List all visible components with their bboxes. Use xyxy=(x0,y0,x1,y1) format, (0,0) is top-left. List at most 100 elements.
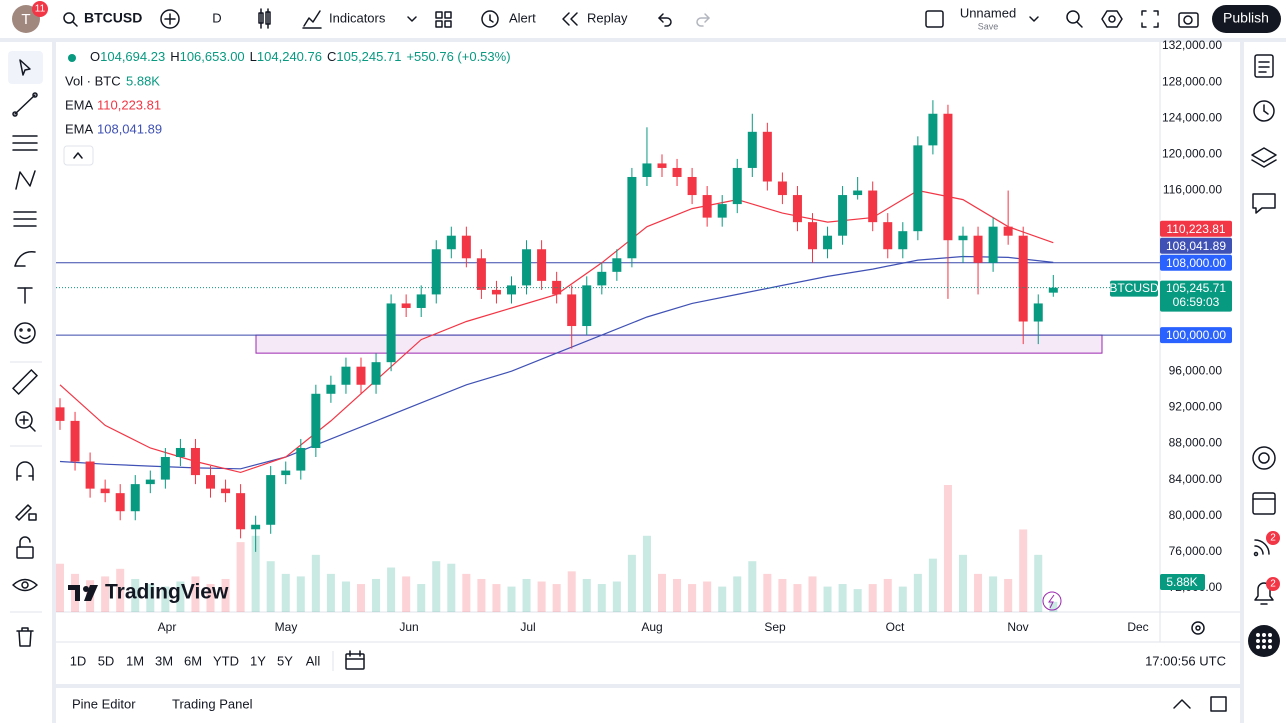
chevron[interactable] xyxy=(407,16,417,22)
volume-bar xyxy=(1034,554,1043,612)
axis-settings[interactable] xyxy=(1191,621,1205,635)
countdown: 06:59:03 xyxy=(1173,295,1220,309)
fullscreen-icon[interactable] xyxy=(1141,10,1159,28)
replay-button[interactable]: Replay xyxy=(587,10,628,25)
period-button[interactable]: 1M xyxy=(126,653,144,668)
settings-icon[interactable] xyxy=(1101,10,1123,28)
alert-icon[interactable] xyxy=(481,10,499,28)
candle-body xyxy=(702,195,712,218)
symbol[interactable]: BTCUSD xyxy=(84,10,142,26)
candle-body xyxy=(461,235,471,259)
ema-legend-value: 108,041.89 xyxy=(97,121,162,136)
candle-body xyxy=(356,366,366,385)
redo-icon[interactable] xyxy=(696,13,710,27)
candle-body xyxy=(522,249,532,286)
badge xyxy=(1266,531,1280,545)
y-tick-label: 92,000.00 xyxy=(1169,400,1223,414)
volume-bar xyxy=(507,586,516,612)
candle-body xyxy=(281,470,291,476)
snapshot-icon[interactable] xyxy=(1178,12,1199,28)
panel-tab[interactable]: Trading Panel xyxy=(172,696,253,711)
volume-bar xyxy=(236,542,245,612)
volume-bar xyxy=(974,573,983,612)
avatar-letter: T xyxy=(21,11,30,28)
volume-bar xyxy=(778,578,787,612)
ohlc-value: 104,694.23 xyxy=(100,49,165,64)
candle-body xyxy=(672,167,682,177)
volume-bar xyxy=(883,578,892,612)
expand-panel[interactable] xyxy=(1173,699,1191,709)
publish-button[interactable] xyxy=(1212,5,1281,33)
x-tick-label: May xyxy=(275,620,298,634)
volume-bar xyxy=(567,571,576,612)
layout-name[interactable]: Unnamed xyxy=(960,5,1016,20)
volume-bar xyxy=(131,578,140,612)
period-button[interactable]: 5Y xyxy=(277,653,293,668)
volume-bar xyxy=(928,558,937,612)
templates-icon[interactable] xyxy=(435,11,452,28)
collapse-legend[interactable] xyxy=(63,145,94,166)
volume-bar xyxy=(191,576,200,612)
symbol-tag xyxy=(1110,280,1158,297)
candle-body xyxy=(341,366,351,385)
volume-bar xyxy=(688,584,697,612)
period-button[interactable]: 5D xyxy=(98,653,115,668)
candle-body xyxy=(507,285,516,295)
candle-body xyxy=(296,447,306,471)
volume-bar xyxy=(793,584,802,612)
undo-icon[interactable] xyxy=(658,13,672,27)
y-tick-label: 116,000.00 xyxy=(1163,183,1222,197)
period-button[interactable]: 3M xyxy=(155,653,173,668)
period-button[interactable]: 1D xyxy=(70,653,87,668)
period-button[interactable]: YTD xyxy=(213,653,239,668)
indicators-button[interactable]: Indicators xyxy=(329,10,386,25)
layout-icon[interactable] xyxy=(925,10,944,28)
candle-body xyxy=(251,524,261,530)
candle-body xyxy=(597,271,607,286)
period-button[interactable]: 6M xyxy=(184,653,202,668)
ema-legend-label: EMA xyxy=(65,121,94,136)
support-zone xyxy=(255,334,1103,354)
date-range-icon[interactable] xyxy=(345,650,365,670)
drawing-tools[interactable] xyxy=(12,59,38,647)
replay-icon[interactable] xyxy=(562,12,578,26)
candle-body xyxy=(1018,235,1028,322)
volume-bar xyxy=(748,561,757,612)
volume-tag-label: 5.88K xyxy=(1166,575,1197,589)
y-tick-label: 76,000.00 xyxy=(1169,544,1223,558)
y-tick-label: 96,000.00 xyxy=(1169,363,1223,377)
x-tick-label: Jul xyxy=(520,620,535,634)
quick-search-icon[interactable] xyxy=(1066,10,1083,28)
period-button[interactable]: 1Y xyxy=(250,653,266,668)
candle-body xyxy=(491,289,501,295)
volume-bar xyxy=(56,563,64,612)
chart-panel xyxy=(56,42,1240,684)
alert-button[interactable]: Alert xyxy=(509,10,536,25)
period-button[interactable]: All xyxy=(306,653,321,668)
volume-bar xyxy=(146,584,155,612)
candle-body xyxy=(717,204,727,218)
volume-bar xyxy=(898,586,907,612)
volume-bar xyxy=(101,576,110,612)
ema-tag-label: 110,223.81 xyxy=(1166,222,1225,236)
volume-bar xyxy=(718,586,727,612)
volume-bar xyxy=(1004,578,1013,612)
ohlc-key: L xyxy=(250,49,257,64)
candle-body xyxy=(190,447,200,476)
sidebar-icons[interactable] xyxy=(1251,54,1277,605)
chevron[interactable] xyxy=(1029,16,1039,22)
candle-body xyxy=(732,167,742,205)
interval[interactable]: D xyxy=(212,10,221,25)
candle-body xyxy=(130,484,140,512)
lightning-icon[interactable] xyxy=(1042,591,1062,611)
ohlc-key: C xyxy=(327,49,336,64)
candle-body xyxy=(988,226,998,263)
panel-tab[interactable]: Pine Editor xyxy=(72,696,136,711)
chart-type-icon[interactable] xyxy=(258,8,271,29)
indicators-icon[interactable] xyxy=(302,10,322,29)
candle-body xyxy=(1003,226,1013,236)
maximize-panel[interactable] xyxy=(1210,696,1227,712)
compare-icon[interactable] xyxy=(160,9,180,29)
search-icon[interactable] xyxy=(63,12,78,27)
